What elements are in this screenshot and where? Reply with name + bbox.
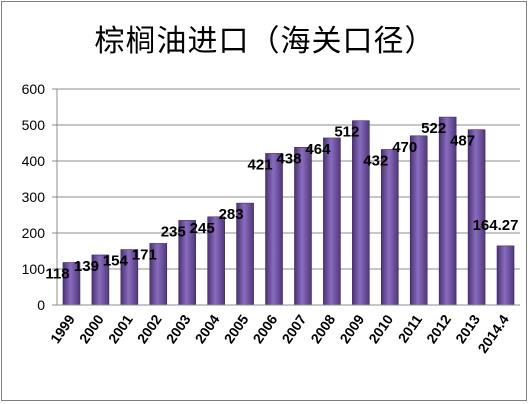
y-tick-label: 300 [22, 189, 46, 205]
data-label: 512 [334, 124, 359, 141]
chart-title: 棕榈油进口（海关口径） [94, 24, 436, 59]
bars [62, 116, 515, 306]
bar [294, 147, 312, 306]
data-label: 421 [248, 156, 273, 173]
bar [352, 120, 370, 306]
x-tick-label: 2004 [192, 311, 223, 346]
bar [323, 137, 341, 306]
x-tick-label: 2003 [163, 311, 194, 346]
x-tick-label: 2007 [278, 311, 309, 346]
x-tick-label: 2000 [76, 311, 107, 346]
x-tick-label: 2006 [250, 311, 281, 346]
x-tick-label: 2001 [105, 311, 136, 346]
data-label: 464 [305, 141, 331, 158]
y-axis: 0 100 200 300 400 500 600 [22, 81, 58, 313]
x-tick-label: 2010 [365, 311, 396, 346]
y-tick-label: 100 [22, 261, 46, 277]
x-tick-label: 2009 [336, 311, 367, 346]
data-label: 470 [392, 139, 417, 156]
x-tick-label: 2008 [307, 311, 338, 346]
y-tick-label: 400 [22, 153, 46, 169]
bar [409, 135, 428, 306]
data-label: 487 [450, 133, 475, 150]
data-label: 154 [103, 253, 129, 270]
y-tick-label: 500 [22, 117, 46, 133]
data-label: 139 [74, 258, 99, 275]
data-label: 235 [161, 223, 186, 240]
x-tick-label: 2005 [221, 311, 252, 346]
x-tick-label: 2014.4 [474, 311, 512, 355]
data-label: 245 [190, 220, 215, 237]
bar [265, 153, 283, 306]
y-tick-label: 600 [22, 81, 46, 97]
y-tick-label: 200 [22, 225, 46, 241]
bar [380, 149, 399, 306]
data-label: 283 [219, 206, 244, 223]
x-tick-label: 1999 [47, 311, 78, 346]
x-tick-label: 2012 [423, 311, 454, 346]
x-tick-label: 2011 [395, 311, 426, 345]
data-label: 438 [276, 150, 301, 167]
data-label: 432 [363, 152, 388, 169]
bar [496, 245, 515, 306]
data-label: 522 [421, 120, 446, 137]
x-axis: 1999200020012002200320042005200620072008… [47, 304, 520, 356]
data-label: 118 [45, 266, 69, 283]
data-label: 171 [132, 246, 157, 263]
y-tick-label: 0 [37, 297, 45, 313]
data-label: 164.27 [473, 217, 519, 234]
x-tick-label: 2002 [134, 311, 165, 346]
